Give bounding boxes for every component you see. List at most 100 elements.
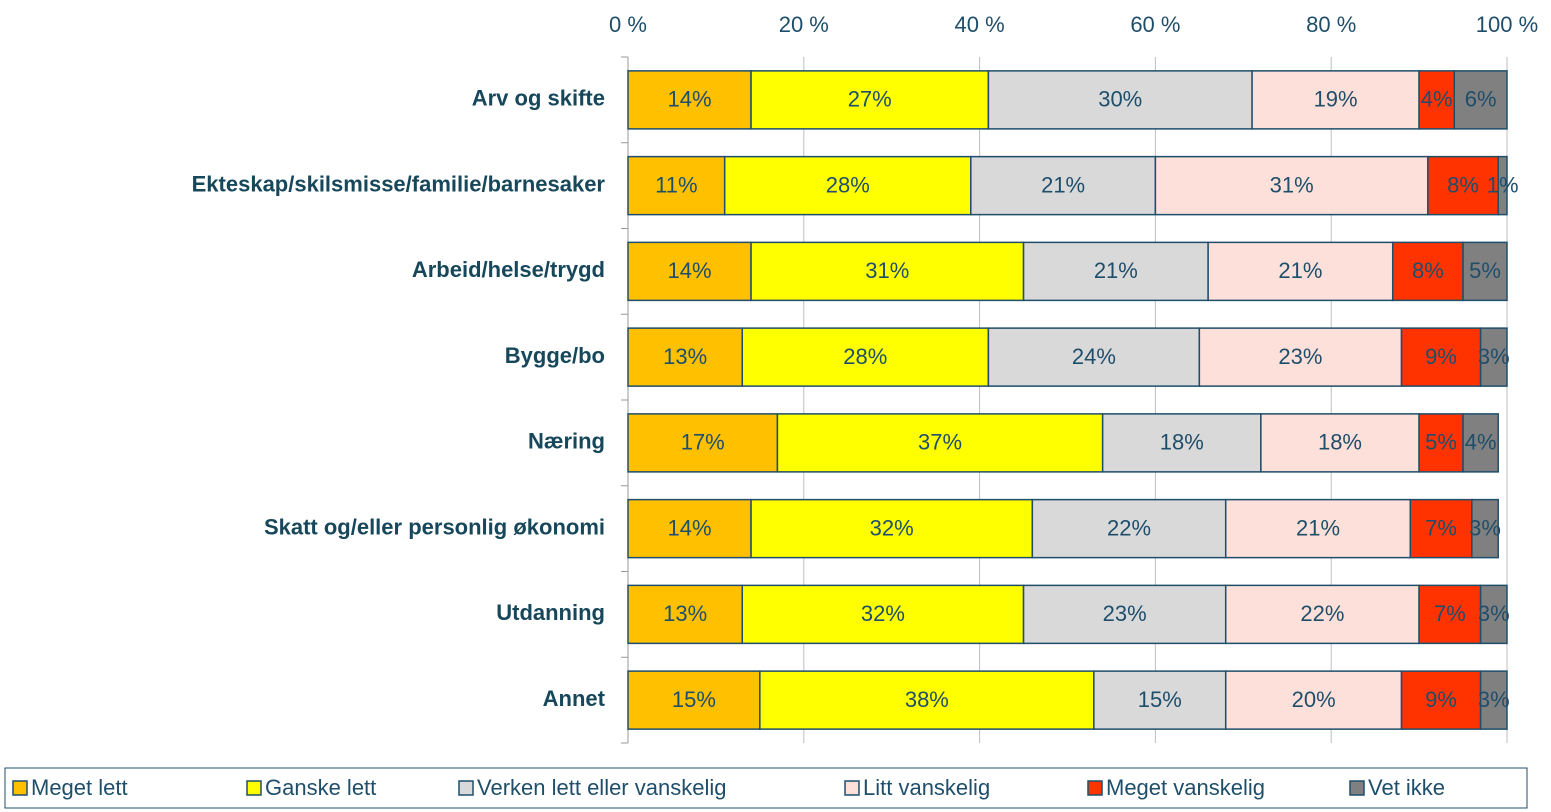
data-label: 3% [1478,344,1510,369]
data-label: 4% [1421,87,1453,112]
data-label: 22% [1107,515,1151,540]
data-label: 8% [1412,258,1444,283]
bar-segment [1022,584,1227,645]
bar-segment [627,413,779,473]
bar-segment [1479,670,1508,730]
x-tick-label: 60 % [1130,12,1180,37]
data-label: 19% [1314,87,1358,112]
x-tick-label: 0 % [609,12,647,37]
bar-segment [1497,155,1508,216]
bar-segment [1479,327,1508,387]
bar-segment [1198,327,1403,387]
data-label: 14% [668,87,712,112]
legend-label: Verken lett eller vanskelig [477,775,726,800]
data-label: 6% [1465,87,1497,112]
data-label: 1% [1487,172,1519,197]
legend-label: Meget lett [31,775,128,800]
data-label: 13% [663,344,707,369]
bar-segment [1400,670,1482,730]
data-label: 28% [843,344,887,369]
y-tick-label: Bygge/bo [505,343,605,368]
bar-segment [741,584,1025,645]
data-label: 4% [1465,430,1497,455]
bar-segment [1479,584,1508,645]
bar-segment [750,70,990,130]
data-label: 24% [1072,344,1116,369]
bar-segment [1093,670,1227,730]
legend-swatch [1349,780,1365,796]
legend-label: Vet ikke [1368,775,1445,800]
data-label: 18% [1318,430,1362,455]
data-label: 5% [1425,430,1457,455]
bar-segment [627,670,761,730]
data-label: 11% [655,172,697,197]
data-label: 31% [865,258,909,283]
data-label: 32% [861,601,905,626]
data-label: 21% [1094,258,1138,283]
legend-swatch [246,780,262,796]
data-label: 27% [848,87,892,112]
bar-segment [1418,413,1464,473]
y-tick-label: Ekteskap/skilsmisse/familie/barnesaker [192,171,606,196]
bar-segment [970,155,1157,216]
data-label: 30% [1098,87,1142,112]
bar-segment [627,498,752,559]
data-label: 21% [1296,515,1340,540]
bar-segment [750,241,1025,302]
bar-segment [1031,498,1227,559]
x-tick-label: 20 % [779,12,829,37]
bar-segment [987,327,1201,387]
data-label: 14% [668,258,712,283]
bar-segment [750,498,1034,559]
legend-box [4,767,1528,809]
data-label: 15% [1138,687,1182,712]
data-label: 31% [1270,172,1314,197]
data-label: 20% [1292,687,1336,712]
y-tick-label: Annet [543,686,606,711]
data-label: 5% [1469,258,1501,283]
x-tick-label: 80 % [1306,12,1356,37]
bar-segment [1453,70,1508,130]
data-label: 7% [1434,601,1466,626]
data-label: 3% [1469,515,1501,540]
data-label: 28% [826,172,870,197]
bar-segment [776,413,1104,473]
bar-segment [1154,155,1429,216]
data-label: 23% [1278,344,1322,369]
y-tick-label: Arbeid/helse/trygd [412,257,605,282]
data-label: 22% [1300,601,1344,626]
bar-segment [1462,413,1499,473]
bar-segment [627,70,752,130]
bar-segment [759,670,1095,730]
y-tick-label: Utdanning [496,600,605,625]
bar-segment [627,155,726,216]
y-tick-label: Arv og skifte [472,86,605,111]
data-label: 38% [905,687,949,712]
bar-segment [987,70,1253,130]
data-label: 3% [1478,687,1510,712]
legend-swatch [844,780,860,796]
y-tick-label: Skatt og/eller personlig økonomi [264,514,605,539]
data-label: 9% [1425,344,1457,369]
bar-segment [741,327,990,387]
data-label: 21% [1278,258,1322,283]
legend-label: Ganske lett [265,775,376,800]
bar-segment [1471,498,1499,559]
data-label: 7% [1425,515,1457,540]
bar-segment [1400,327,1482,387]
bar-segment [1207,241,1394,302]
legend-swatch [12,780,28,796]
legend-label: Meget vanskelig [1106,775,1265,800]
bar-segment [1427,155,1499,216]
data-label: 18% [1160,430,1204,455]
data-label: 8% [1447,172,1479,197]
data-label: 3% [1478,601,1510,626]
data-label: 32% [870,515,914,540]
legend-swatch [458,780,474,796]
bar-segment [1391,241,1464,302]
x-tick-label: 100 % [1476,12,1538,37]
data-label: 15% [672,687,716,712]
bar-segment [1418,70,1456,130]
